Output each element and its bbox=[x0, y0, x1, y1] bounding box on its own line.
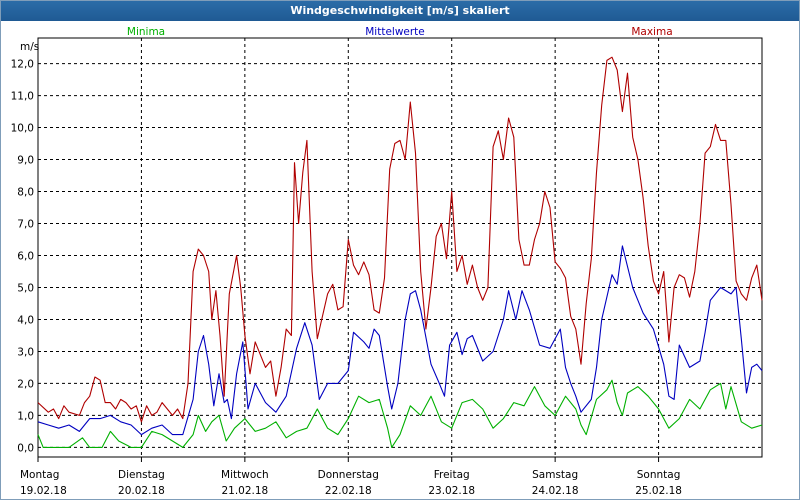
legend-entry: Minima bbox=[127, 26, 165, 38]
x-tick-day-label: Donnerstag bbox=[318, 469, 379, 481]
x-tick-date-label: 25.02.18 bbox=[635, 485, 682, 497]
series-line-minima bbox=[37, 379, 763, 448]
x-tick-day-label: Sonntag bbox=[637, 469, 681, 481]
legend-entry: Maxima bbox=[631, 26, 672, 38]
y-tick-label: 11,0 bbox=[11, 91, 34, 103]
y-tick-label: 7,0 bbox=[17, 219, 34, 231]
chart-title: Windgeschwindigkeit [m/s] skaliert bbox=[1, 1, 799, 21]
y-tick-label: 1,0 bbox=[17, 410, 34, 422]
y-tick-label: 6,0 bbox=[17, 250, 34, 262]
y-tick-label: 8,0 bbox=[17, 187, 34, 199]
x-tick-date-label: 21.02.18 bbox=[221, 485, 268, 497]
y-tick-label: 4,0 bbox=[17, 314, 34, 326]
y-axis-label: m/s bbox=[20, 41, 39, 53]
x-tick-date-label: 23.02.18 bbox=[428, 485, 475, 497]
x-tick-day-label: Samstag bbox=[532, 469, 578, 481]
x-tick-date-label: 20.02.18 bbox=[118, 485, 165, 497]
plot-area bbox=[37, 37, 763, 458]
legend-entry: Mittelwerte bbox=[365, 26, 425, 38]
y-tick-label: 10,0 bbox=[11, 123, 34, 135]
x-tick-day-label: Montag bbox=[20, 469, 59, 481]
series-line-maxima bbox=[37, 56, 763, 423]
y-tick-label: 9,0 bbox=[17, 155, 34, 167]
x-tick-date-label: 24.02.18 bbox=[532, 485, 579, 497]
series-line-mittelwerte bbox=[37, 245, 763, 436]
y-tick-label: 5,0 bbox=[17, 282, 34, 294]
x-tick-date-label: 22.02.18 bbox=[325, 485, 372, 497]
y-tick-label: 3,0 bbox=[17, 346, 34, 358]
y-tick-label: 2,0 bbox=[17, 378, 34, 390]
y-tick-label: 0,0 bbox=[17, 442, 34, 454]
y-tick-label: 12,0 bbox=[11, 59, 34, 71]
x-tick-day-label: Dienstag bbox=[118, 469, 165, 481]
x-tick-day-label: Mittwoch bbox=[221, 469, 269, 481]
x-tick-date-label: 19.02.18 bbox=[20, 485, 67, 497]
x-tick-day-label: Freitag bbox=[434, 469, 470, 481]
